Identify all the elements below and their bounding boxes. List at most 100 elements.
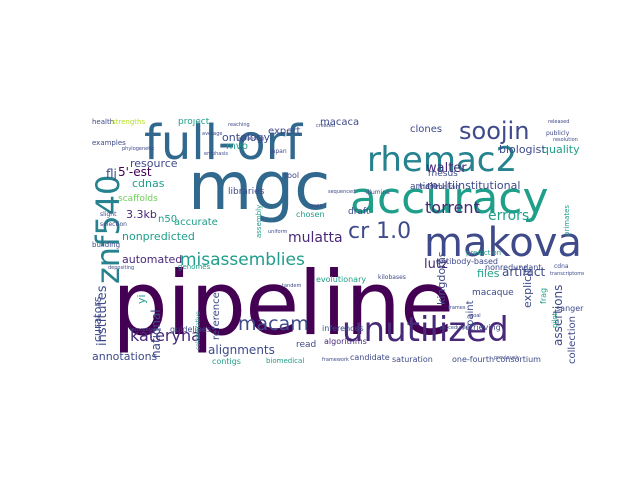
word-prediction: prediction [466, 249, 502, 257]
word-torrent: torrent [425, 198, 480, 217]
word-one-fourth: one-fourth [452, 355, 495, 364]
word-sanger: sanger [556, 304, 584, 313]
word-accurate: accurate [174, 217, 218, 228]
word-libraries: libraries [228, 187, 265, 197]
word-average: average [202, 131, 223, 137]
word-genomes: genomes [178, 263, 211, 271]
word-released: released [548, 119, 570, 125]
word-mgc: mgc [188, 148, 331, 225]
word-contigs: contigs [212, 357, 241, 366]
word-curators: curators [92, 296, 104, 342]
word-rhesus: rhesus [428, 169, 458, 179]
word-framework: framework [322, 357, 349, 363]
word-frames: frames [448, 305, 466, 311]
word-sequenced: sequenced [328, 189, 356, 195]
word-mammalian: mammalian [418, 183, 460, 191]
word-makova: makova [424, 220, 582, 266]
word-procedures: procedures [440, 325, 468, 331]
word-n50: n50 [158, 214, 178, 225]
word-accuracy: accuracy [350, 173, 549, 224]
word-advancing: advancing [238, 136, 264, 142]
word-tool: tool [284, 171, 300, 180]
word-kilobases: kilobases [378, 274, 406, 281]
word-scaffolds: scaffolds [118, 194, 158, 204]
word-read: read [296, 340, 317, 350]
word-saturation: saturation [392, 355, 433, 364]
word-automated: automated [122, 253, 183, 266]
word-quality: quality [542, 143, 580, 156]
word-building: building [92, 241, 121, 249]
word-explicit: explicit [521, 268, 534, 308]
word-cdna: cdna [554, 263, 569, 270]
word-algorithms: algorithms [324, 337, 367, 346]
word-yi: yi [135, 294, 148, 304]
word-resource: resource [130, 157, 178, 170]
word-phylogenetic: phylogenetic [122, 146, 155, 152]
word-project: project [178, 118, 210, 127]
word-cloud: pipeline mgc full-orf accuracy makova un… [92, 118, 584, 368]
word-nonredundant: nonredundant [485, 263, 542, 272]
word-tandem: tandem [282, 283, 302, 289]
word-retrieving: retrieving [462, 323, 501, 332]
word-primates: primates [563, 204, 571, 236]
word-biologist: biologist [499, 143, 546, 156]
word-soojin: soojin [459, 118, 530, 145]
word-antibody-based: antibody-based [436, 257, 499, 266]
word-examples: examples [92, 139, 126, 147]
word-guidelines: guidelines [170, 325, 211, 334]
word-expert: expert [268, 126, 301, 137]
word-macam: macam [238, 313, 309, 335]
word-collection: collection [567, 316, 578, 364]
word-evolutionary: evolutionary [316, 275, 367, 284]
word-kb: 3.3kb [126, 208, 157, 221]
word-slight: slight [100, 211, 117, 218]
word-illumina: illumina [366, 189, 390, 196]
word-walter: walter [426, 161, 467, 176]
word-annotations: annotations [92, 350, 158, 363]
word-draft: draft [348, 207, 370, 217]
word-assembly: assembly [255, 204, 263, 238]
word-misassemblies: misassemblies [180, 250, 305, 270]
word-multiinstitutional: multiinstitutional [427, 179, 521, 192]
word-mulatta: mulatta [288, 230, 343, 246]
word-ontology: ontology [222, 131, 271, 144]
word-cdnas: cdnas [132, 177, 165, 190]
word-reference: reference [211, 292, 222, 340]
word-consortium: consortium [496, 355, 541, 364]
word-cr-1-0: cr 1.0 [348, 219, 412, 244]
word-clones: clones [410, 124, 443, 135]
word-full-orf: full-orf [144, 118, 303, 171]
word-collaborative: collaborative [195, 311, 202, 350]
word-reaching: reaching [228, 122, 250, 128]
word-goal: goal [470, 313, 481, 319]
word-depositing: depositing [108, 265, 135, 271]
word-errors: errors [488, 208, 530, 224]
word-incorporates: incorporates [130, 327, 162, 333]
word-candidate: candidate [350, 353, 390, 362]
word-artifact: artifact [502, 265, 546, 279]
word-japan: japan [270, 148, 287, 155]
word-uniform: uniform [268, 229, 288, 235]
word-biomedical: biomedical [266, 357, 305, 365]
word-kateryna: kateryna [130, 326, 201, 345]
word-files: files [477, 267, 500, 280]
word-rhemac2: rhemac2 [367, 140, 518, 180]
word-kingdoms: kingdoms [435, 251, 448, 305]
word-publicly: publicly [546, 130, 570, 137]
word-national: national [149, 309, 163, 358]
word-lutz: lutz [424, 257, 448, 272]
word-emphasis: emphasis [204, 151, 228, 157]
word-transcriptome: transcriptome [550, 271, 584, 277]
word-pipeline: pipeline [112, 252, 454, 355]
word-alignments: alignments [208, 343, 275, 357]
word-pilot: pilot [551, 312, 559, 328]
word-unutilized: unutilized [342, 310, 509, 350]
word-previously: previously [494, 355, 520, 361]
word-selection: selection [100, 221, 127, 228]
word-five-est: 5'-est [118, 165, 152, 179]
word-nonpredicted: nonpredicted [122, 230, 195, 243]
word-inferences: inferences [322, 324, 364, 333]
word-flj: flj [106, 167, 117, 181]
word-health: health [92, 118, 115, 126]
word-created: created [316, 123, 336, 129]
